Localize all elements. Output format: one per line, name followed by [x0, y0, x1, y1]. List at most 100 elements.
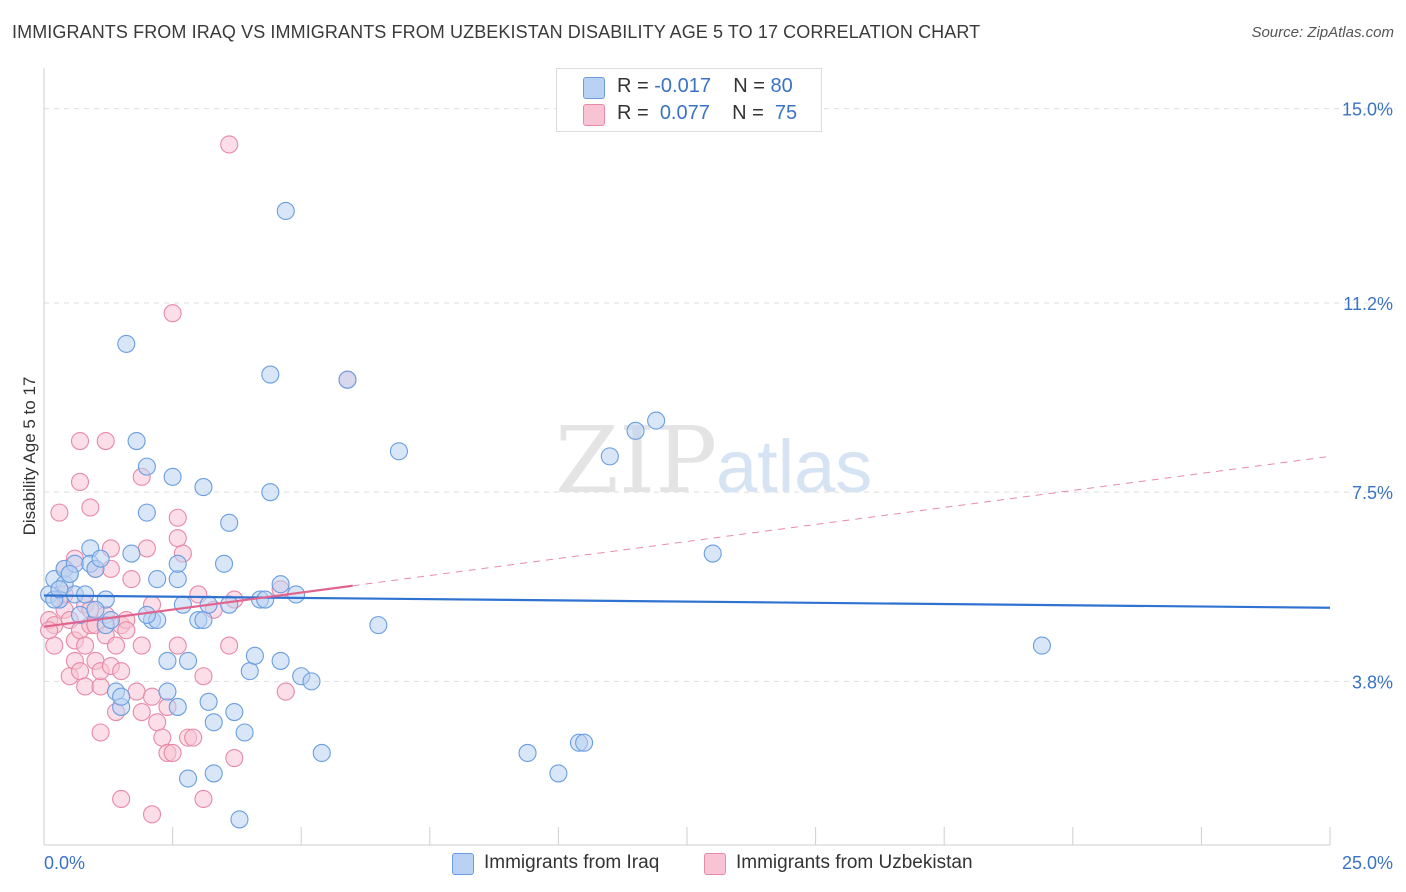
uzbekistan-point — [220, 135, 239, 154]
iraq-point — [101, 610, 120, 630]
iraq-point — [518, 743, 537, 763]
chart-title: IMMIGRANTS FROM IRAQ VS IMMIGRANTS FROM … — [12, 22, 981, 42]
iraq-point — [137, 457, 156, 476]
uzbekistan-point — [76, 636, 95, 655]
iraq-point — [626, 421, 645, 440]
uzbekistan-point — [45, 636, 64, 655]
iraq-point — [647, 411, 666, 430]
gridlines — [44, 108, 1395, 682]
series-iraq-points — [40, 201, 1051, 829]
iraq-point — [178, 651, 198, 670]
iraq-point — [168, 570, 187, 589]
bottom-legend-label-uzbekistan: Immigrants from Uzbekistan — [736, 852, 973, 873]
iraq-point — [194, 610, 213, 630]
iraq-point — [199, 692, 218, 711]
iraq-point — [158, 651, 177, 670]
iraq-point — [256, 590, 275, 609]
uzbekistan-point — [81, 498, 100, 517]
iraq-point — [204, 713, 223, 732]
iraq-point — [50, 580, 69, 599]
y-tick-labels: 3.8% 7.5% 11.2% 15.0% — [1342, 100, 1393, 693]
uzbekistan-point — [117, 621, 136, 640]
y-axis-label: Disability Age 5 to 17 — [20, 376, 39, 536]
iraq-point — [158, 682, 177, 701]
iraq-point — [261, 365, 280, 384]
uzbekistan-point — [168, 636, 187, 655]
uzbekistan-point — [163, 304, 182, 323]
legend-swatch-uzbekistan — [583, 104, 605, 126]
uzbekistan-point — [127, 682, 146, 701]
legend-uzb-n-value: 75 — [774, 102, 798, 124]
y-tick-label: 11.2% — [1343, 294, 1393, 314]
iraq-point — [338, 370, 357, 389]
legend-uzb-r-label: R = — [617, 102, 649, 124]
iraq-point — [122, 544, 141, 563]
bottom-legend-swatch-iraq — [452, 853, 474, 875]
iraq-point — [230, 810, 249, 829]
iraq-point — [220, 595, 239, 614]
x-tick-labels: 0.0% 25.0% — [44, 853, 1393, 873]
iraq-point — [575, 733, 594, 752]
uzbekistan-point — [168, 508, 187, 527]
iraq-point — [163, 467, 182, 486]
iraq-point — [194, 478, 213, 497]
legend-iraq-n-value: 80 — [770, 75, 793, 97]
y-tick-label: 3.8% — [1352, 672, 1393, 692]
iraq-point — [389, 442, 408, 461]
iraq-point — [60, 564, 79, 584]
uzbekistan-point — [50, 503, 69, 522]
uzbekistan-point — [106, 636, 126, 655]
iraq-point — [703, 544, 722, 563]
iraq-point — [235, 723, 254, 742]
iraq-point — [137, 503, 156, 522]
iraq-point — [112, 687, 131, 706]
iraq-point — [240, 662, 259, 681]
x-tick-label-min: 0.0% — [44, 853, 85, 873]
iraq-point — [225, 703, 244, 722]
iraq-point — [148, 570, 167, 589]
iraq-point — [86, 600, 105, 619]
iraq-point — [261, 483, 280, 502]
uzbekistan-point — [91, 677, 110, 696]
legend-iraq-r-value: -0.017 — [654, 75, 711, 97]
uzbekistan-point — [142, 687, 162, 706]
uzbekistan-point — [112, 789, 131, 809]
iraq-point — [245, 646, 264, 665]
iraq-point — [127, 431, 146, 451]
uzbekistan-point — [225, 749, 244, 768]
uzbekistan-trend-extension — [352, 455, 1331, 587]
uzbekistan-point — [153, 728, 172, 747]
uzbekistan-point — [132, 703, 151, 722]
x-tick-label-max: 25.0% — [1342, 853, 1393, 873]
iraq-point — [91, 549, 110, 568]
uzbekistan-point — [194, 667, 213, 686]
correlation-legend: R = -0.017 N = 80 R = 0.077 N = 75 — [556, 68, 822, 132]
legend-iraq-n-label: N = — [733, 75, 765, 97]
y-tick-label: 7.5% — [1352, 483, 1393, 503]
uzbekistan-point — [276, 682, 295, 701]
iraq-point — [549, 764, 568, 783]
uzbekistan-point — [122, 570, 141, 589]
iraq-point — [302, 672, 321, 691]
uzbekistan-trend-line — [43, 584, 353, 628]
y-tick-label: 15.0% — [1342, 100, 1393, 120]
iraq-point — [369, 616, 388, 635]
uzbekistan-point — [184, 728, 203, 747]
iraq-point — [204, 764, 223, 783]
iraq-point — [600, 447, 619, 466]
uzbekistan-point — [70, 431, 90, 451]
iraq-point — [168, 697, 187, 716]
iraq-point — [168, 554, 187, 573]
iraq-point — [76, 585, 95, 604]
iraq-point — [173, 595, 192, 614]
bottom-legend-swatch-uzbekistan — [704, 853, 726, 875]
iraq-point — [276, 201, 295, 220]
uzbekistan-point — [91, 723, 110, 742]
iraq-point — [1032, 636, 1051, 655]
iraq-point — [312, 743, 331, 763]
uzbekistan-point — [137, 539, 156, 558]
legend-swatch-iraq — [583, 77, 605, 99]
uzbekistan-point — [96, 431, 115, 451]
bottom-legend-label-iraq: Immigrants from Iraq — [484, 852, 660, 873]
iraq-point — [117, 334, 136, 353]
